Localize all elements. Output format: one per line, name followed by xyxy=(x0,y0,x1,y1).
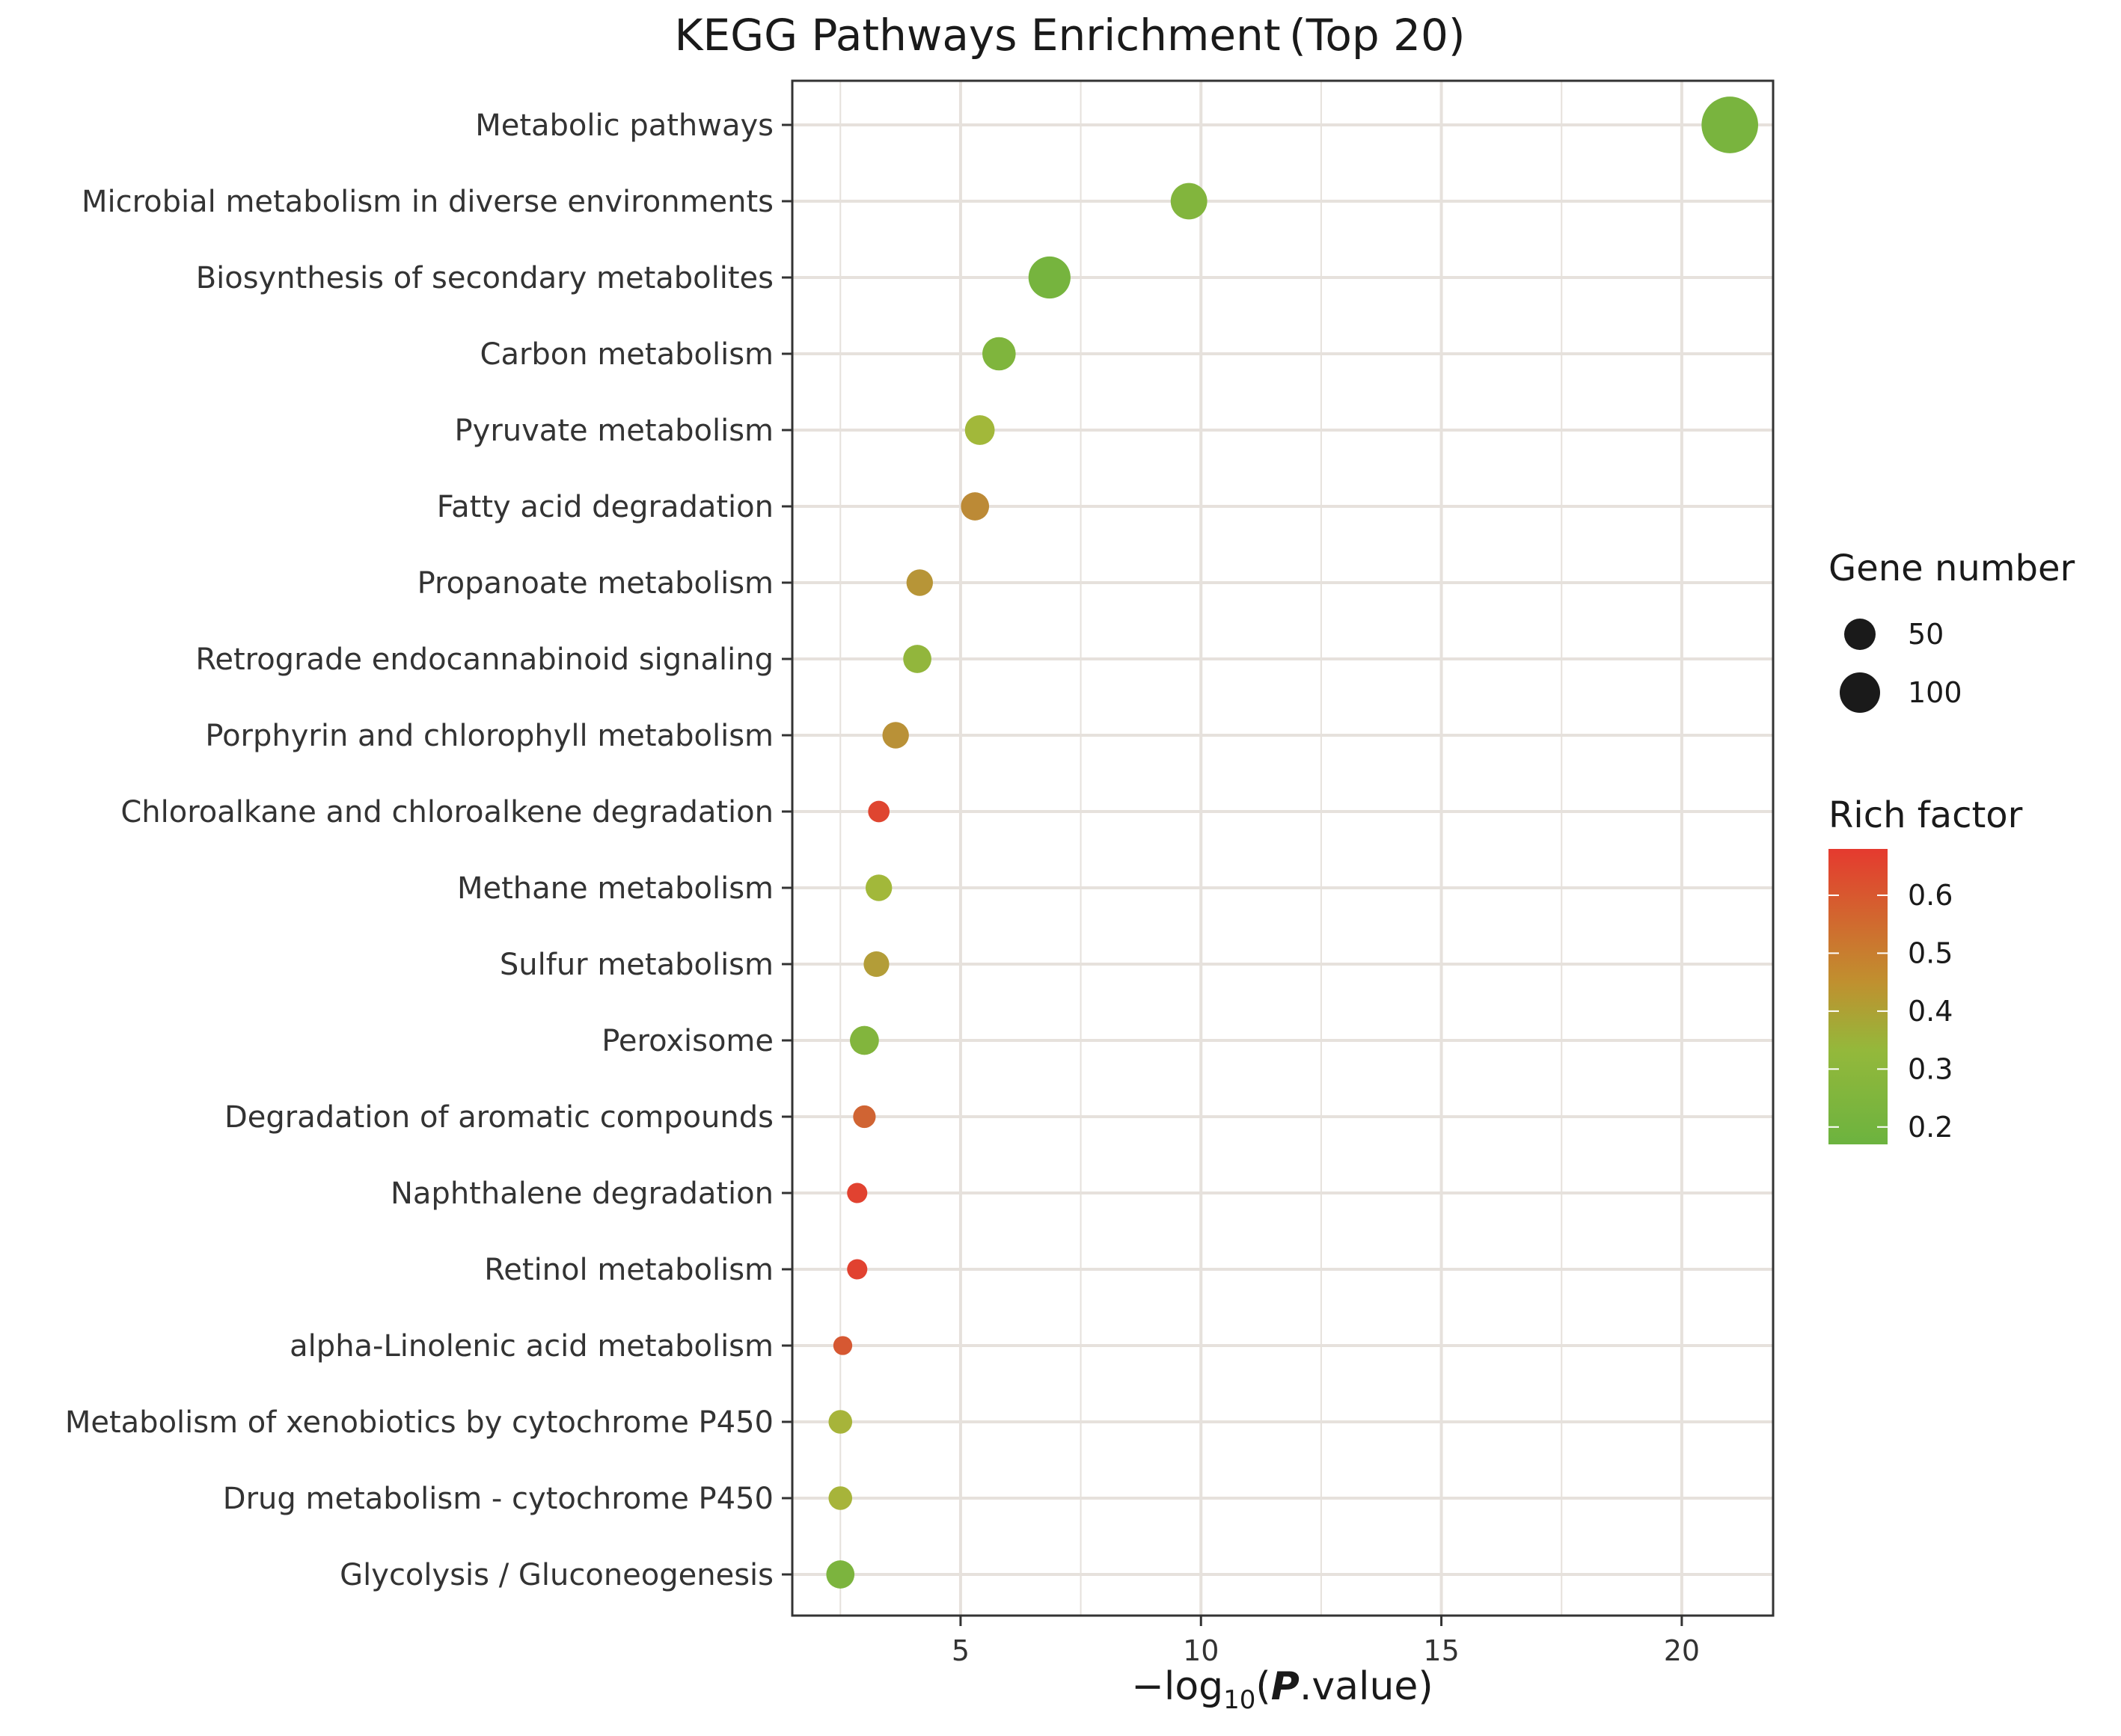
data-point xyxy=(961,492,990,521)
x-axis-title: −log10(P.value) xyxy=(1131,1664,1433,1715)
data-point xyxy=(853,1105,876,1129)
y-tick-label: Methane metabolism xyxy=(457,871,774,906)
size-legend-label-50: 50 xyxy=(1908,618,1944,651)
y-tick-label: Degradation of aromatic compounds xyxy=(224,1100,774,1135)
data-point xyxy=(826,1560,855,1589)
color-legend-tick-label: 0.3 xyxy=(1908,1052,1953,1085)
color-legend-ticks: 0.6 0.5 0.4 0.3 0.2 xyxy=(1828,879,1953,1144)
y-tick-label: Metabolism of xenobiotics by cytochrome … xyxy=(65,1405,774,1440)
y-axis-labels: Metabolic pathways Microbial metabolism i… xyxy=(65,108,792,1592)
color-legend-tick-label: 0.6 xyxy=(1908,879,1953,912)
y-tick-label: Retinol metabolism xyxy=(484,1253,774,1287)
data-point xyxy=(833,1336,853,1355)
size-legend-key-100 xyxy=(1840,672,1880,713)
grid-lines xyxy=(792,81,1773,1616)
y-tick-label: Peroxisome xyxy=(602,1024,774,1058)
data-point xyxy=(868,800,890,823)
y-tick-label: Metabolic pathways xyxy=(475,108,774,143)
color-legend: Rich factor 0.6 0.5 0.4 0.3 0.2 xyxy=(1828,794,2023,1144)
data-point xyxy=(847,1259,868,1280)
y-tick-label: Microbial metabolism in diverse environm… xyxy=(82,185,774,219)
data-point xyxy=(1170,183,1208,220)
y-tick-label: Fatty acid degradation xyxy=(437,490,774,524)
data-point xyxy=(1701,96,1758,153)
y-tick-label: Glycolysis / Gluconeogenesis xyxy=(340,1558,774,1592)
data-point xyxy=(865,874,893,901)
data-point xyxy=(828,1410,853,1434)
color-legend-bar xyxy=(1828,849,1888,1144)
data-point xyxy=(828,1486,853,1510)
x-tick-label: 10 xyxy=(1183,1634,1219,1667)
y-tick-label: Chloroalkane and chloroalkene degradatio… xyxy=(120,795,774,829)
color-legend-tick-label: 0.4 xyxy=(1908,995,1953,1028)
x-tick-label: 20 xyxy=(1664,1634,1700,1667)
x-tick-label: 15 xyxy=(1423,1634,1459,1667)
color-legend-tick-label: 0.2 xyxy=(1908,1111,1953,1144)
y-tick-label: Biosynthesis of secondary metabolites xyxy=(196,261,774,295)
data-point xyxy=(1028,256,1071,299)
y-tick-label: Porphyrin and chlorophyll metabolism xyxy=(205,719,774,753)
data-point xyxy=(903,645,931,673)
y-tick-label: Retrograde endocannabinoid signaling xyxy=(195,642,774,677)
y-tick-label: Pyruvate metabolism xyxy=(455,414,774,448)
color-legend-title: Rich factor xyxy=(1828,794,2023,836)
y-tick-label: Propanoate metabolism xyxy=(417,566,774,601)
data-point xyxy=(863,951,890,978)
y-tick-label: Sulfur metabolism xyxy=(500,948,774,982)
size-legend-title: Gene number xyxy=(1828,548,2075,589)
color-legend-tick-label: 0.5 xyxy=(1908,936,1953,969)
size-legend: Gene number 50 100 xyxy=(1828,548,2075,713)
plot-panel xyxy=(792,81,1773,1616)
x-tick-label: 5 xyxy=(952,1634,970,1667)
data-point xyxy=(982,337,1016,371)
chart-title: KEGG Pathways Enrichment (Top 20) xyxy=(674,10,1465,61)
data-point xyxy=(882,722,909,749)
size-legend-key-50 xyxy=(1844,619,1876,650)
plot-border xyxy=(791,79,1775,1617)
y-tick-label: Naphthalene degradation xyxy=(391,1177,774,1211)
data-point xyxy=(850,1025,879,1055)
y-tick-label: Drug metabolism - cytochrome P450 xyxy=(223,1482,774,1516)
y-tick-label: alpha-Linolenic acid metabolism xyxy=(290,1329,774,1364)
data-point xyxy=(906,569,934,596)
data-points xyxy=(826,96,1758,1589)
size-legend-label-100: 100 xyxy=(1908,676,1962,709)
x-axis-ticks: 5 10 15 20 xyxy=(952,1616,1700,1667)
data-point xyxy=(964,415,995,445)
data-point xyxy=(847,1183,868,1203)
y-tick-label: Carbon metabolism xyxy=(480,337,774,372)
